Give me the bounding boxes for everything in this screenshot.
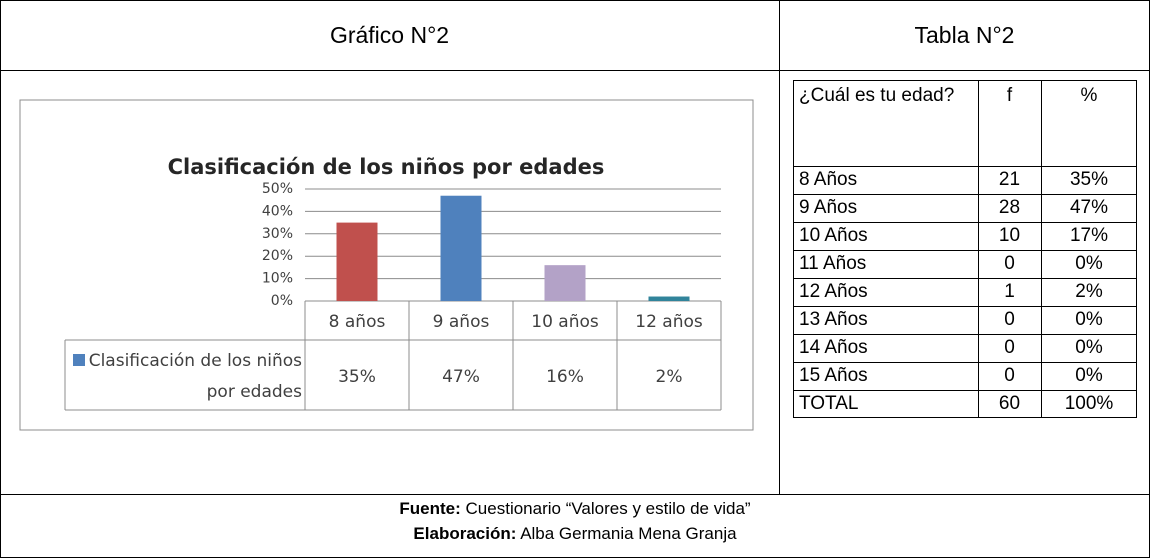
table-cell: 0 — [1004, 309, 1015, 330]
label: Fuente: — [399, 499, 461, 518]
table-border — [978, 80, 979, 418]
table-border — [793, 362, 1137, 363]
y-tick-label: 40% — [262, 203, 293, 219]
table-cell: 0% — [1075, 309, 1103, 330]
table-cell: 17% — [1069, 225, 1109, 246]
table-border — [793, 278, 1137, 279]
table-cell: 35% — [1069, 169, 1109, 190]
border — [0, 0, 1, 558]
table-cell: 11 Años — [799, 253, 867, 274]
table-cell: 0% — [1075, 365, 1103, 386]
table-border — [793, 250, 1137, 251]
legend-label: Clasificación de los niños por edades — [88, 351, 302, 402]
text: Alba Germania Mena Granja — [520, 524, 737, 543]
table-border — [793, 390, 1137, 391]
border — [0, 70, 1150, 71]
footer-source: Fuente: Cuestionario “Valores y estilo d… — [0, 499, 1150, 519]
table-cell: 10 Años — [799, 225, 868, 246]
chart: Clasificación de los niños por edades 0%… — [19, 99, 754, 431]
table-border — [793, 166, 1137, 167]
table-cell: 47% — [1069, 197, 1109, 218]
bar — [648, 296, 690, 301]
table-header: f — [1006, 85, 1013, 106]
table-header: % — [1080, 85, 1098, 106]
table-cell: 0% — [1075, 253, 1103, 274]
header-right: Tabla N°2 — [914, 22, 1015, 48]
table-cell: 21 — [998, 169, 1021, 190]
border — [0, 494, 1150, 495]
legend-swatch — [73, 354, 85, 366]
value-label: 35% — [338, 367, 376, 387]
y-tick-label: 20% — [262, 248, 293, 264]
x-tick-label: 10 años — [531, 312, 599, 332]
table-border — [793, 194, 1137, 195]
table-cell: 10 — [998, 225, 1021, 246]
label: Elaboración: — [413, 524, 517, 543]
chart-title: Clasificación de los niños por edades — [168, 155, 605, 179]
table-cell: 14 Años — [799, 337, 868, 358]
table-cell: 15 Años — [799, 365, 868, 386]
y-tick-label: 50% — [262, 181, 293, 197]
table-border — [793, 80, 1137, 418]
bar — [336, 222, 378, 301]
border — [0, 0, 1150, 1]
value-label: 16% — [546, 367, 584, 387]
border — [779, 0, 780, 494]
y-tick-label: 10% — [262, 271, 293, 287]
table-cell: TOTAL — [799, 393, 859, 414]
table-cell: 13 Años — [799, 309, 868, 330]
value-label: 2% — [656, 367, 683, 387]
table-cell: 0% — [1075, 337, 1103, 358]
table-border — [793, 306, 1137, 307]
table-cell: 0 — [1004, 365, 1015, 386]
footer-author: Elaboración: Alba Germania Mena Granja — [0, 524, 1150, 544]
table-cell: 28 — [998, 197, 1021, 218]
table-border — [793, 334, 1137, 335]
text: Cuestionario “Valores y estilo de vida” — [465, 499, 751, 518]
y-tick-label: 0% — [271, 293, 293, 309]
table-cell: 0 — [1004, 337, 1015, 358]
table-cell: 0 — [1004, 253, 1015, 274]
table-cell: 8 Años — [799, 169, 858, 190]
x-tick-label: 12 años — [635, 312, 703, 332]
chart-frame — [19, 99, 754, 431]
bar — [544, 265, 586, 301]
table-header: ¿Cuál es tu edad? — [799, 85, 955, 106]
table-cell: 1 — [1004, 281, 1015, 302]
y-tick-label: 30% — [262, 226, 293, 242]
table-border — [1041, 80, 1042, 418]
table-cell: 60 — [998, 393, 1021, 414]
table-cell: 9 Años — [799, 197, 858, 218]
table-cell: 2% — [1075, 281, 1103, 302]
table-border — [793, 222, 1137, 223]
value-label: 47% — [442, 367, 480, 387]
x-tick-label: 8 años — [329, 312, 386, 332]
header-left: Gráfico N°2 — [329, 22, 450, 48]
table-cell: 12 Años — [799, 281, 868, 302]
table-cell: 100% — [1064, 393, 1114, 414]
bar — [440, 195, 482, 301]
x-tick-label: 9 años — [433, 312, 490, 332]
